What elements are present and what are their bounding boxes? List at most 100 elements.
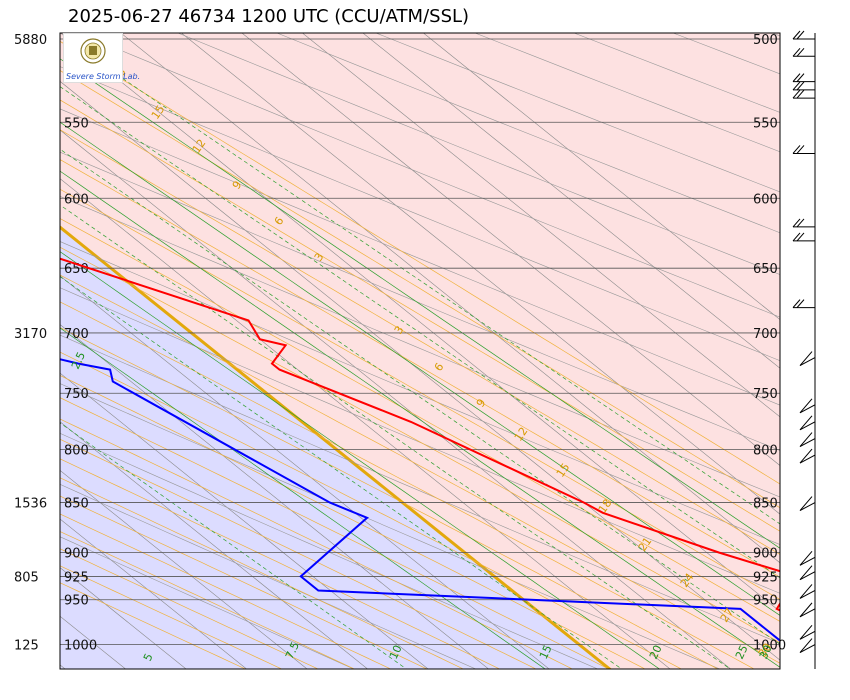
sounding-profiles (60, 257, 780, 642)
moist-adiabat-line (60, 397, 610, 669)
dry-adiabat-line (375, 33, 780, 193)
pressure-label-left: 925 (64, 570, 89, 585)
wind-barb (799, 551, 816, 566)
pressure-label-right: 750 (753, 387, 778, 402)
dewpoint-profile (60, 358, 780, 642)
dry-adiabat-line (792, 3, 850, 670)
mixing-ratio-line (60, 276, 623, 669)
isotherm-line (60, 129, 732, 669)
pressure-label-right: 700 (753, 327, 778, 342)
pressure-label-right: 950 (753, 594, 778, 609)
wind-barb (799, 398, 816, 414)
wind-barb (799, 432, 816, 448)
moist-adiabat-line (60, 477, 465, 669)
isotherm-line (60, 372, 429, 669)
wind-barb (792, 218, 815, 228)
isotherm-line (60, 324, 490, 669)
pressure-label-right: 550 (753, 116, 778, 131)
mixing-ratio-line (60, 148, 780, 645)
mixing-ratio-label: 25 (733, 643, 751, 661)
pressure-label-right: 1000 (753, 639, 786, 654)
wind-barb (799, 415, 816, 431)
isotherm-line (60, 275, 550, 669)
mixing-ratio-line (60, 170, 780, 668)
wind-barb (799, 496, 816, 511)
moist-adiabat-line (60, 301, 755, 669)
pressure-label-right: 600 (753, 192, 778, 207)
dry-adiabat-line (177, 33, 780, 275)
wind-barb (792, 232, 815, 242)
mixing-ratio-label: 30 (757, 643, 775, 661)
mixing-ratio-label: 20 (647, 643, 665, 661)
moist-adiabat-line (60, 375, 646, 669)
moist-adiabat-line (60, 458, 501, 669)
wind-barb (792, 299, 815, 309)
wind-barbs (792, 30, 816, 669)
wind-barb (792, 89, 815, 99)
pressure-label-right: 500 (753, 33, 778, 48)
isotherm-line (60, 33, 780, 612)
moist-adiabat-line (60, 495, 428, 669)
moist-adiabat-line (60, 40, 780, 485)
moist-adiabat-line (60, 159, 780, 578)
isotherm-line (422, 33, 780, 321)
moist-adiabat-line (60, 327, 719, 669)
pressure-label-right: 800 (753, 444, 778, 459)
chart-title: 2025-06-27 46734 1200 UTC (CCU/ATM/SSL) (68, 6, 470, 27)
height-label: 125 (14, 639, 39, 654)
isotherm-line (60, 80, 780, 661)
height-label: 805 (14, 570, 39, 585)
wind-barb (799, 638, 816, 653)
dry-adiabat-line (60, 66, 780, 361)
wind-barb (799, 625, 816, 640)
pressure-label-right: 650 (753, 262, 778, 277)
pressure-label-left: 950 (64, 594, 89, 609)
wind-barb (799, 584, 816, 599)
moist-adiabat-line (60, 351, 683, 669)
pressure-label-left: 700 (64, 327, 89, 342)
wind-barb (792, 47, 815, 57)
pressure-label-left: 800 (64, 444, 89, 459)
pressure-label-left: 600 (64, 192, 89, 207)
pressure-label-left: 750 (64, 387, 89, 402)
height-label: 5880 (14, 33, 47, 48)
diagram-lines (0, 3, 850, 670)
dry-adiabat-line (60, 536, 355, 669)
isotherm-line (60, 225, 612, 669)
temperature-profile (60, 257, 780, 612)
isobars: 5005005505506006006506507007007507508008… (14, 33, 786, 654)
wind-barb (799, 565, 816, 581)
moist-adiabat-line (60, 218, 780, 622)
dry-adiabat-line (78, 33, 780, 318)
mixing-ratio-line (60, 422, 407, 669)
isotherm-line (180, 33, 780, 515)
mixing-ratio-label: 15 (537, 643, 555, 661)
moist-adiabat-line (60, 438, 537, 669)
pressure-label-right: 925 (753, 570, 778, 585)
plot-frame (59, 32, 781, 670)
pressure-label-right: 850 (753, 497, 778, 512)
mixing-ratio-line (64, 38, 780, 525)
moist-adiabat-line (60, 246, 780, 644)
moist-adiabat-line (60, 70, 780, 509)
dry-adiabat-line (60, 334, 780, 644)
below-freezing-region (60, 33, 610, 669)
isotherm-line (301, 33, 780, 418)
moist-adiabat-line (60, 531, 356, 669)
moist-adiabat-line (60, 582, 247, 669)
moist-adiabat-line (60, 513, 392, 669)
isotherm-line (60, 469, 308, 669)
moist-adiabat-line (60, 565, 283, 669)
isotherm-line (0, 3, 6, 670)
dry-adiabat-line (60, 241, 780, 545)
moist-adiabat-line (60, 129, 780, 555)
dry-adiabat-line (60, 108, 780, 406)
wind-barb (799, 351, 816, 366)
moist-adiabat-line (60, 418, 574, 669)
seal-icon (80, 38, 106, 64)
mixing-ratio-label: 10 (387, 643, 405, 661)
mixing-ratio-line (60, 327, 546, 669)
wind-barb (792, 145, 815, 154)
dry-adiabat-line (60, 287, 780, 594)
